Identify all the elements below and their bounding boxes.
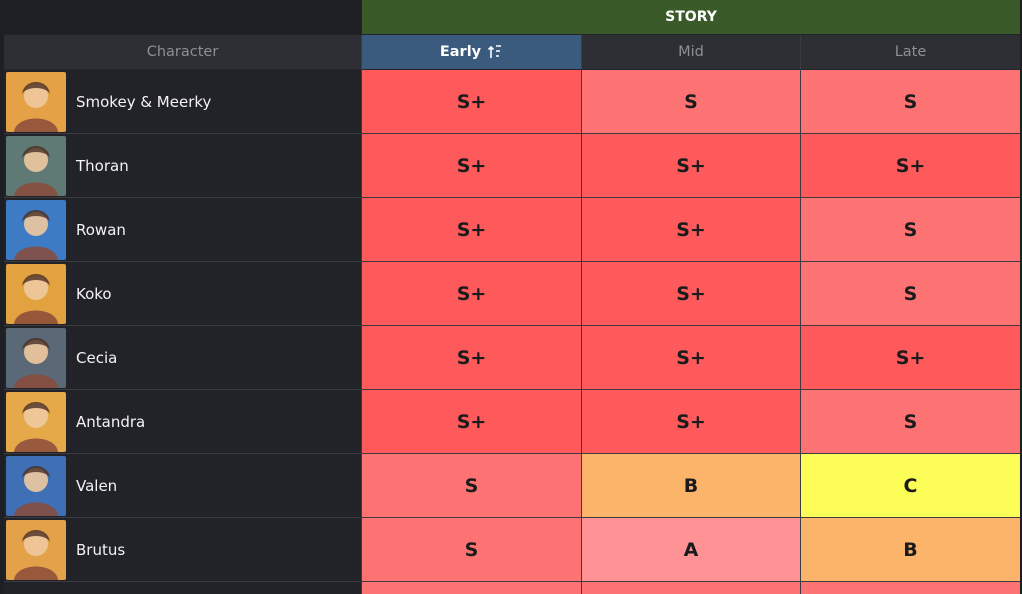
column-header-late[interactable]: Late xyxy=(801,35,1020,69)
column-header-character-label: Character xyxy=(146,44,219,60)
tier-cell-early: S+ xyxy=(362,134,581,197)
table-row: Thoran S+ S+ S+ xyxy=(4,134,1020,197)
row-divider xyxy=(4,517,1020,518)
character-name: Cecia xyxy=(76,348,118,367)
character-portrait-icon xyxy=(6,135,66,196)
tier-cell-mid: S+ xyxy=(582,198,800,261)
character-cell[interactable]: Valen xyxy=(4,454,361,517)
tier-cell-mid: A xyxy=(582,518,800,581)
tier-cell-early: S xyxy=(362,454,581,517)
tier-cell-late: S+ xyxy=(801,326,1020,389)
character-portrait-icon xyxy=(6,327,66,388)
tier-cell-partial xyxy=(582,582,800,594)
tier-cell-early: S xyxy=(362,518,581,581)
tier-cell-mid: B xyxy=(582,454,800,517)
tier-cell-early: S+ xyxy=(362,198,581,261)
character-cell[interactable]: Thoran xyxy=(4,134,361,197)
character-name: Brutus xyxy=(76,540,126,559)
column-divider xyxy=(361,35,362,594)
tier-cell-partial xyxy=(362,582,581,594)
table-row: Koko S+ S+ S xyxy=(4,262,1020,325)
column-header-mid-label: Mid xyxy=(678,44,704,60)
table-row: Cecia S+ S+ S+ xyxy=(4,326,1020,389)
row-divider xyxy=(4,389,1020,390)
tier-cell-mid: S+ xyxy=(582,390,800,453)
character-cell[interactable]: Koko xyxy=(4,262,361,325)
tier-cell-late: B xyxy=(801,518,1020,581)
column-header-character[interactable]: Character xyxy=(4,35,361,69)
tier-cell-mid: S+ xyxy=(582,262,800,325)
right-edge xyxy=(1020,0,1022,594)
character-portrait-icon xyxy=(6,519,66,580)
character-cell[interactable]: Rowan xyxy=(4,198,361,261)
character-cell[interactable]: Cecia xyxy=(4,326,361,389)
row-divider xyxy=(4,261,1020,262)
table-row-partial xyxy=(4,582,1020,594)
row-divider xyxy=(4,581,1020,582)
sort-ascending-icon[interactable] xyxy=(487,44,503,60)
character-portrait-icon xyxy=(6,199,66,260)
character-cell-partial xyxy=(4,582,361,594)
character-name: Smokey & Meerky xyxy=(76,92,212,111)
character-portrait-icon xyxy=(6,455,66,516)
tier-cell-early: S+ xyxy=(362,70,581,133)
table-row: Smokey & Meerky S+ S S xyxy=(4,70,1020,133)
table-row: Antandra S+ S+ S xyxy=(4,390,1020,453)
tier-cell-early: S+ xyxy=(362,262,581,325)
table-row: Brutus S A B xyxy=(4,518,1020,581)
column-header-row: Character Early Mid Late xyxy=(4,35,1020,69)
tier-cell-late: S xyxy=(801,198,1020,261)
group-header-row: STORY xyxy=(4,0,1020,34)
character-portrait-icon xyxy=(6,263,66,324)
character-name: Antandra xyxy=(76,412,146,431)
character-cell[interactable]: Brutus xyxy=(4,518,361,581)
column-header-late-label: Late xyxy=(894,44,927,60)
tier-cell-mid: S+ xyxy=(582,134,800,197)
character-name: Thoran xyxy=(76,156,129,175)
tier-cell-early: S+ xyxy=(362,326,581,389)
column-divider xyxy=(800,35,801,594)
column-header-early-label: Early xyxy=(439,44,482,60)
tier-list-table: STORY Character Early Mid Late Smokey & … xyxy=(4,0,1020,594)
tier-cell-early: S+ xyxy=(362,390,581,453)
character-cell[interactable]: Antandra xyxy=(4,390,361,453)
tier-cell-late: C xyxy=(801,454,1020,517)
row-divider xyxy=(4,133,1020,134)
table-row: Rowan S+ S+ S xyxy=(4,198,1020,261)
character-name: Rowan xyxy=(76,220,126,239)
tier-cell-partial xyxy=(801,582,1020,594)
column-header-early[interactable]: Early xyxy=(362,35,581,69)
character-name: Koko xyxy=(76,284,112,303)
character-name: Valen xyxy=(76,476,118,495)
row-divider xyxy=(4,325,1020,326)
row-divider xyxy=(4,197,1020,198)
character-portrait-icon xyxy=(6,391,66,452)
group-header-blank xyxy=(4,0,361,34)
row-divider xyxy=(4,453,1020,454)
column-divider xyxy=(581,35,582,594)
table-row: Valen S B C xyxy=(4,454,1020,517)
tier-cell-late: S xyxy=(801,262,1020,325)
tier-cell-mid: S xyxy=(582,70,800,133)
story-group-header: STORY xyxy=(362,0,1020,34)
column-header-mid[interactable]: Mid xyxy=(582,35,800,69)
character-portrait-icon xyxy=(6,71,66,132)
tier-cell-late: S xyxy=(801,390,1020,453)
tier-cell-mid: S+ xyxy=(582,326,800,389)
tier-cell-late: S+ xyxy=(801,134,1020,197)
character-cell[interactable]: Smokey & Meerky xyxy=(4,70,361,133)
tier-cell-late: S xyxy=(801,70,1020,133)
